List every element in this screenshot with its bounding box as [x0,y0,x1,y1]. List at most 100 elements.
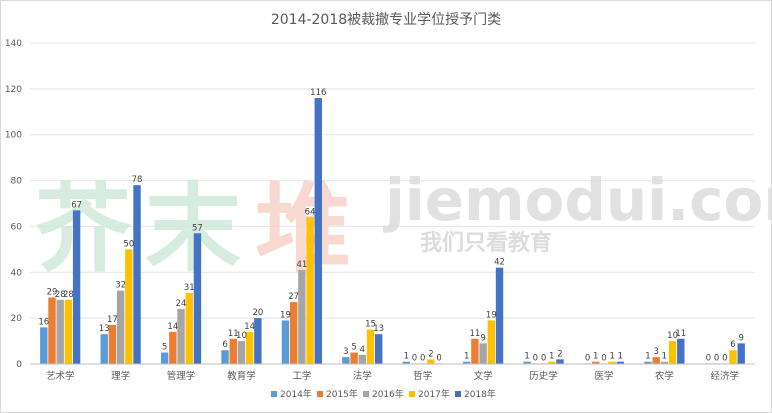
data-label: 9 [738,333,743,343]
data-label: 9 [480,333,485,343]
bar-2017年-农学 [668,341,677,364]
data-label: 67 [71,200,82,210]
data-label: 17 [107,315,118,325]
y-tick-label: 140 [5,39,22,49]
data-label: 1 [464,352,469,362]
data-label: 14 [244,322,255,332]
x-category-label: 理学 [111,370,130,382]
legend-swatch [363,391,369,397]
data-label: 27 [288,292,299,302]
bar-2017年-理学 [125,249,133,364]
data-label: 19 [486,310,497,320]
legend-label: 2015年 [326,388,358,400]
bar-2018年-历史学 [556,359,564,364]
data-label: 2 [557,349,562,359]
bar-2016年-法学 [358,354,366,364]
data-label: 16 [38,317,49,327]
data-label: 3 [343,347,348,357]
bar-2015年-工学 [289,302,298,364]
x-category-label: 历史学 [529,370,558,382]
bar-2014年-文学 [463,361,471,364]
bar-2018年-经济学 [737,343,745,364]
bar-2018年-农学 [677,338,685,364]
bar-2017年-法学 [366,329,375,364]
data-label: 10 [236,331,247,341]
bar-2017年-管理学 [185,292,193,364]
watermark-cn-part-1: 芥 [35,173,132,285]
bar-2018年-文学 [495,267,504,364]
data-label: 31 [184,283,195,293]
bar-2016年-教育学 [237,341,246,364]
data-label: 41 [296,260,307,270]
data-label: 6 [222,340,227,350]
data-label: 42 [494,258,505,268]
data-label: 0 [436,353,441,363]
data-label: 2 [428,349,433,359]
data-label: 6 [730,340,735,350]
legend-swatch [271,391,277,397]
legend: 2014年 2015年 2016年 2017年 2018年 [271,388,496,400]
bar-2014年-农学 [644,361,652,364]
bar-2015年-医学 [592,361,600,364]
y-tick-label: 60 [11,222,23,232]
data-label: 24 [176,299,187,309]
data-label: 14 [167,322,178,332]
bar-2017年-医学 [608,361,616,364]
bar-2016年-文学 [479,343,487,364]
bar-2017年-哲学 [427,359,435,364]
legend-swatch [455,391,461,397]
y-tick-label: 120 [5,85,22,95]
x-category-label: 艺术学 [46,370,75,382]
y-tick-label: 100 [5,131,22,141]
bar-2016年-管理学 [177,308,185,364]
data-label: 0 [541,353,546,363]
bar-2018年-工学 [314,98,322,365]
watermark-tagline: 我们只看教育 [420,230,552,256]
bar-2015年-法学 [350,352,358,364]
bar-2014年-工学 [281,320,290,364]
x-category-label: 管理学 [167,370,196,382]
legend-swatch [409,391,415,397]
bar-2018年-理学 [133,185,141,364]
bar-2015年-农学 [652,357,660,364]
data-label: 1 [618,352,623,362]
data-label: 19 [280,310,291,320]
bar-2017年-经济学 [729,350,737,364]
watermark-en-text: jiemodui.com [383,166,772,234]
data-label: 1 [662,352,667,362]
data-label: 20 [252,308,263,318]
bar-2016年-艺术学 [56,299,64,364]
y-tick-label: 20 [11,314,23,324]
legend-label: 2014年 [280,388,312,400]
data-label: 0 [420,353,425,363]
x-category-label: 文学 [474,370,493,382]
chart-title: 2014-2018被裁撤专业学位授予门类 [271,12,501,28]
gridlines [30,42,755,319]
bar-2017年-教育学 [245,331,254,364]
x-category-label: 医学 [594,370,613,382]
bar-2017年-文学 [487,320,496,364]
bar-2015年-艺术学 [48,297,56,364]
x-category-label: 哲学 [413,370,432,382]
bar-2017年-工学 [306,217,314,364]
bar-2016年-理学 [116,290,125,364]
data-label: 1 [609,352,614,362]
bar-2014年-艺术学 [40,327,48,364]
data-label: 10 [667,331,678,341]
x-category-label: 教育学 [227,370,256,382]
y-tick-label: 40 [11,268,23,278]
bar-2018年-医学 [616,361,625,364]
data-label: 1 [549,352,554,362]
x-category-label: 经济学 [711,370,740,382]
bar-2018年-法学 [374,334,383,364]
bar-2014年-理学 [100,334,108,364]
data-label: 11 [470,329,481,339]
data-label: 0 [706,353,711,363]
data-label: 116 [310,88,326,98]
bar-2016年-工学 [298,269,306,364]
data-label: 0 [585,353,590,363]
y-tick-label: 0 [16,360,22,370]
